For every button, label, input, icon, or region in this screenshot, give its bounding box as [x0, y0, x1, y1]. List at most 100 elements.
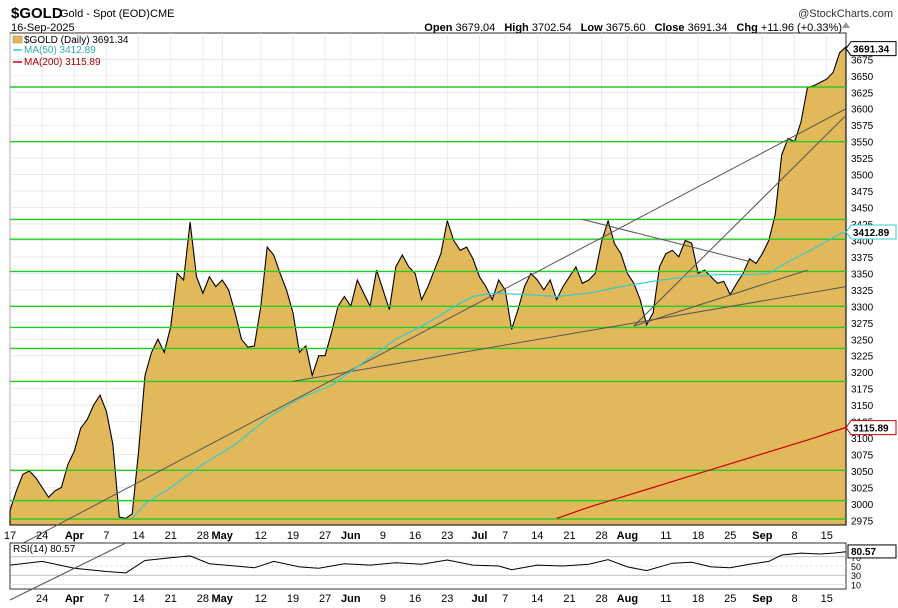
price-tick-label: 3500: [851, 171, 874, 182]
time-tick-label: 8: [791, 530, 797, 542]
rsi-time-tick-label: 24: [36, 593, 48, 605]
legend-ma200: MA(200) 3115.89: [24, 57, 101, 68]
legend: $GOLD (Daily) 3691.34 MA(50) 3412.89 MA(…: [12, 35, 129, 68]
price-tag-label: 3691.34: [853, 45, 890, 56]
rsi-time-tick-label: 7: [103, 593, 109, 605]
rsi-time-tick-label: 25: [724, 593, 736, 605]
time-tick-label: 11: [660, 530, 671, 542]
rsi-tick-label: 30: [851, 571, 861, 581]
symbol-title: $GOLD: [11, 5, 63, 22]
rsi-tick-label: 50: [851, 562, 861, 572]
time-tick-label: 17: [4, 530, 16, 542]
rsi-time-axis: 24 Apr 7 14 21 28 May 12 19 27 Jun 9 16 23 Jul 7 14 21 28 A…: [36, 593, 833, 605]
ma50-tag-box: [845, 224, 897, 240]
rsi-tag-label: 80.57: [851, 547, 876, 558]
price-axis: 2975300030253050307531003125315031753200…: [851, 55, 874, 527]
legend-swatch-price: [12, 35, 23, 44]
trend-line: [633, 114, 847, 327]
rsi-time-tick-label: 19: [287, 593, 299, 605]
high-value: 3702.54: [532, 22, 572, 34]
time-tick-label: Sep: [752, 530, 772, 542]
price-tick-label: 3350: [851, 269, 874, 280]
rsi-time-tick-label: 27: [319, 593, 331, 605]
ohlc-readout: Open 3679.04 High 3702.54 Low 3675.60 Cl…: [424, 22, 842, 34]
ma50-line: [131, 231, 847, 519]
price-tick-label: 2975: [851, 516, 874, 527]
rsi-trend-line: [9, 542, 126, 601]
time-tick-label: 14: [132, 530, 144, 542]
chg-value: +11.96 (+0.33%): [761, 22, 842, 34]
rsi-line: [9, 551, 847, 574]
time-tick-label: May: [212, 530, 234, 542]
price-tags: 3412.89 3115.89 3691.34: [845, 41, 897, 436]
instrument-name: Gold - Spot (EOD): [60, 8, 150, 20]
rsi-time-tick-label: 7: [502, 593, 508, 605]
rsi-time-tick-label: 23: [441, 593, 453, 605]
time-tick-label: 12: [255, 530, 267, 542]
trend-line: [582, 218, 750, 263]
rsi-axis: 7050301080.57: [847, 544, 897, 590]
rsi-time-tick-label: Apr: [65, 593, 85, 605]
rsi-time-tick-label: May: [212, 593, 234, 605]
price-tick-label: 3250: [851, 335, 874, 346]
price-tick-label: 3175: [851, 385, 874, 396]
ma200-tag-box: [845, 420, 897, 436]
time-tick-label: 24: [36, 530, 48, 542]
rsi-time-tick-label: 9: [380, 593, 386, 605]
time-tick-label: Jul: [471, 530, 487, 542]
price-area: [9, 45, 847, 526]
price-panel: [9, 32, 847, 551]
time-tick-label: 21: [165, 530, 177, 542]
support-resistance-levels: [10, 86, 846, 520]
time-tick-label: 27: [319, 530, 331, 542]
rsi-tick-label: 10: [851, 580, 861, 590]
rsi-time-tick-label: 16: [409, 593, 421, 605]
rsi-time-tick-label: 28: [197, 593, 209, 605]
price-tick-label: 3575: [851, 121, 874, 132]
rsi-time-tick-label: 14: [531, 593, 543, 605]
rsi-time-tick-label: Aug: [617, 593, 638, 605]
price-tick-label: 3150: [851, 401, 874, 412]
price-tick-label: 3600: [851, 105, 874, 116]
price-tick-label: 3100: [851, 434, 874, 445]
chart-date: 16-Sep-2025: [11, 22, 75, 34]
chg-label: Chg: [736, 22, 757, 34]
time-tick-label: Apr: [65, 530, 85, 542]
high-label: High: [504, 22, 529, 34]
ma200-tag-label: 3115.89: [853, 424, 889, 435]
time-tick-label: 9: [380, 530, 386, 542]
time-tick-label: 7: [103, 530, 109, 542]
trend-line: [633, 269, 808, 327]
price-tick-label: 3325: [851, 286, 874, 297]
price-tick-label: 3300: [851, 302, 874, 313]
price-tick-label: 3225: [851, 352, 874, 363]
ma200-line: [556, 426, 847, 519]
price-tick-label: 3025: [851, 483, 874, 494]
price-tag-box: [845, 41, 897, 57]
trend-line: [292, 286, 847, 382]
rsi-time-tick-label: 15: [821, 593, 833, 605]
price-tick-label: 3200: [851, 368, 874, 379]
price-tick-label: 3475: [851, 187, 874, 198]
legend-price: $GOLD (Daily) 3691.34: [24, 35, 129, 46]
time-axis: 17 24 Apr 7 14 21 28 May 12 19 27 Jun 9 16 23 Jul 7 14 21 2…: [4, 530, 833, 542]
trend-line: [9, 108, 847, 551]
rsi-panel: RSI(14) 80.57 7050301080.57: [9, 542, 897, 601]
trend-lines: [9, 108, 847, 551]
low-value: 3675.60: [606, 22, 646, 34]
price-tick-label: 3075: [851, 451, 874, 462]
time-tick-label: 21: [563, 530, 575, 542]
rsi-time-tick-label: Jul: [471, 593, 487, 605]
rsi-time-tick-label: 21: [165, 593, 177, 605]
collapse-icon[interactable]: [842, 22, 850, 28]
time-tick-label: 14: [531, 530, 543, 542]
price-tick-label: 3275: [851, 319, 874, 330]
time-tick-label: Aug: [617, 530, 638, 542]
price-tick-label: 3000: [851, 500, 874, 511]
price-tick-label: 3450: [851, 204, 874, 215]
rsi-time-tick-label: 11: [660, 593, 671, 605]
rsi-time-tick-label: 12: [255, 593, 267, 605]
open-label: Open: [424, 22, 452, 34]
price-tick-label: 3675: [851, 55, 874, 66]
